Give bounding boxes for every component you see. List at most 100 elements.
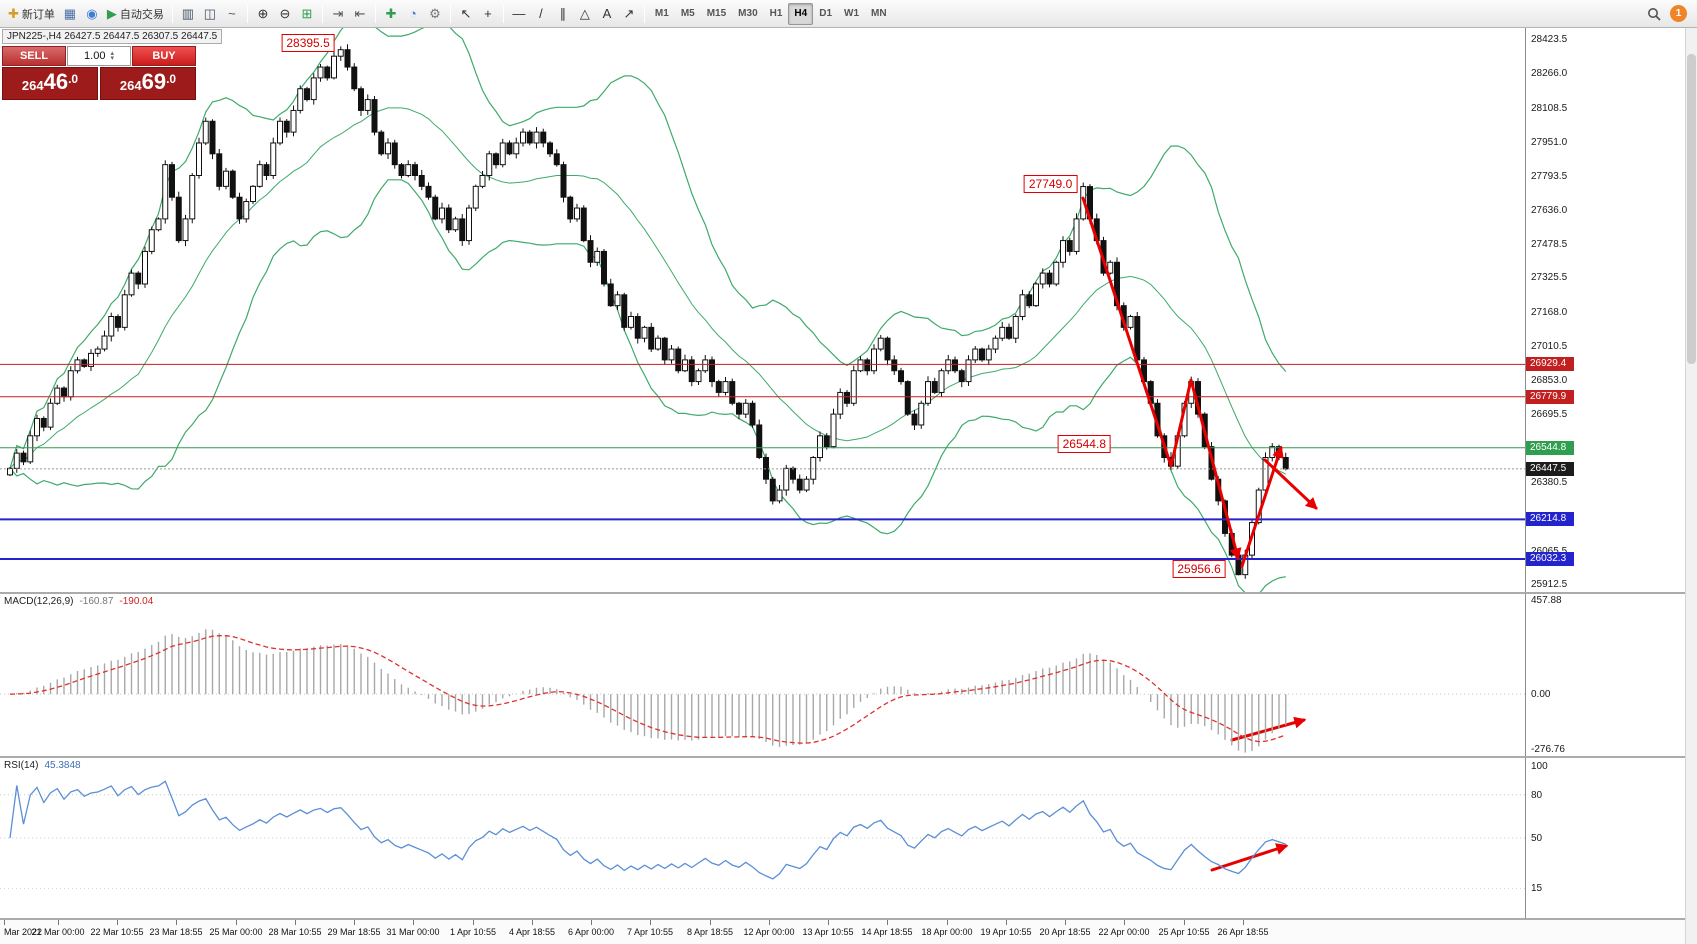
price-axis-label: 28108.5 — [1531, 102, 1568, 114]
time-axis-label: 25 Mar 00:00 — [209, 927, 263, 937]
channel-tool-button[interactable]: ∥ — [552, 3, 574, 25]
bar-chart-button[interactable]: ▥ — [177, 3, 199, 25]
periods-button[interactable]: ◔ — [402, 3, 424, 25]
print-button[interactable]: ▦ — [59, 3, 81, 25]
new-chart-icon: ✚ — [385, 6, 397, 21]
price-axis-label: 26853.0 — [1531, 374, 1568, 386]
price-level-tag: 26544.8 — [1526, 440, 1574, 455]
rsi-axis: 100 80 50 15 — [1525, 758, 1685, 918]
lot-size-value: 1.00 — [84, 50, 106, 62]
toolbar-separator — [449, 4, 451, 23]
pane-separator[interactable] — [0, 918, 1685, 920]
line-chart-button[interactable]: ~ — [221, 3, 243, 25]
cursor-icon: ↖ — [460, 6, 472, 21]
time-axis-tick — [1006, 920, 1007, 925]
lot-stepper[interactable]: ▴ ▾ — [110, 50, 114, 62]
buy-price[interactable]: 264 69.0 — [100, 67, 196, 100]
rsi-canvas — [0, 780, 1525, 889]
time-axis-label: 1 Apr 10:55 — [449, 927, 497, 937]
price-axis-label: 26065.5 — [1531, 546, 1567, 557]
time-axis-label: 13 Apr 10:55 — [802, 927, 854, 937]
time-axis-label: 20 Apr 18:55 — [1039, 927, 1091, 937]
rsi-axis-label: 50 — [1531, 833, 1543, 844]
timeframe-mn-button[interactable]: MN — [871, 8, 887, 19]
cursor-button[interactable]: ↖ — [455, 3, 477, 25]
price-level-tag: 26447.5 — [1526, 461, 1574, 476]
time-axis-tick — [413, 920, 414, 925]
time-axis-tick — [473, 920, 474, 925]
rsi-axis-label: 15 — [1531, 883, 1543, 895]
timeframe-m5-button[interactable]: M5 — [680, 8, 695, 19]
community-button[interactable]: ◉ — [81, 3, 103, 25]
price-axis-label: 27325.5 — [1531, 272, 1568, 284]
timeframe-m15-button[interactable]: M15 — [706, 8, 727, 19]
new-chart-button[interactable]: ✚ — [380, 3, 402, 25]
time-axis-label: 31 Mar 00:00 — [386, 927, 440, 937]
price-axis-label: 26380.5 — [1531, 477, 1568, 489]
arrow-tool-icon: ↗ — [623, 6, 635, 21]
price-level-tag: 26032.3 — [1526, 551, 1574, 566]
time-axis-tick — [1124, 920, 1125, 925]
search-icon[interactable] — [1647, 7, 1661, 21]
notifications-badge[interactable]: 1 — [1670, 5, 1687, 22]
timeframe-d1-button[interactable]: D1 — [819, 8, 833, 19]
lot-decrease-icon[interactable]: ▾ — [110, 55, 114, 62]
arrow-tool-button[interactable]: ↗ — [618, 3, 640, 25]
auto-scroll-button[interactable]: ⇥ — [327, 3, 349, 25]
timeframe-w1-button[interactable]: W1 — [844, 8, 860, 19]
price-axis-label: 27793.5 — [1531, 170, 1568, 182]
zoom-out-button[interactable]: ⊖ — [274, 3, 296, 25]
time-axis-tick — [58, 920, 59, 925]
templates-button[interactable]: ⚙ — [424, 3, 446, 25]
toolbar-separator — [643, 4, 645, 23]
candlestick-chart-button[interactable]: ◫ — [199, 3, 221, 25]
time-axis-label: 29 Mar 18:55 — [327, 927, 381, 937]
candlestick-chart-icon: ◫ — [203, 6, 217, 21]
pane-separator[interactable] — [0, 592, 1685, 594]
tile-windows-icon: ⊞ — [301, 6, 313, 21]
vertical-scrollbar[interactable] — [1685, 28, 1697, 944]
timeframe-m30-button[interactable]: M30 — [738, 8, 758, 19]
lot-size-field[interactable]: 1.00 ▴ ▾ — [67, 46, 131, 66]
time-axis-tick — [176, 920, 177, 925]
periods-icon: ◔ — [408, 6, 417, 21]
pane-separator[interactable] — [0, 756, 1685, 758]
macd-axis-label: 457.88 — [1531, 595, 1562, 606]
time-axis-label: 26 Apr 18:55 — [1217, 927, 1269, 937]
trade-panel-top-row: SELL 1.00 ▴ ▾ BUY — [2, 46, 196, 66]
hline-tool-button[interactable]: — — [508, 3, 530, 25]
price-axis-label: 28266.0 — [1531, 68, 1568, 80]
macd-histogram — [16, 629, 1287, 753]
macd-canvas — [0, 629, 1525, 753]
time-axis-tick — [1243, 920, 1244, 925]
timeframe-h4-button[interactable]: H4 — [788, 2, 814, 25]
rsi-pane[interactable]: RSI(14) 45.3848 100 80 50 15 — [0, 758, 1685, 918]
timeframe-h1-button[interactable]: H1 — [769, 8, 783, 19]
buy-button[interactable]: BUY — [132, 46, 196, 66]
time-axis-tick — [1065, 920, 1066, 925]
trendline-tool-button[interactable]: / — [530, 3, 552, 25]
text-tool-icon: A — [602, 6, 612, 21]
sell-button[interactable]: SELL — [2, 46, 66, 66]
macd-pane[interactable]: MACD(12,26,9) -160.87 -190.04 457.88 0.00… — [0, 594, 1685, 756]
time-axis-label: 12 Apr 00:00 — [743, 927, 795, 937]
chart-shift-button[interactable]: ⇤ — [349, 3, 371, 25]
time-axis-label: 14 Apr 18:55 — [861, 927, 913, 937]
text-tool-button[interactable]: A — [596, 3, 618, 25]
sell-price[interactable]: 264 46.0 — [2, 67, 98, 100]
timeframe-m1-button[interactable]: M1 — [654, 8, 669, 19]
channel-tool-icon: ∥ — [559, 6, 567, 21]
price-chart-pane[interactable]: 28395.5 27749.0 26544.8 25956.6 JPN225-,H4 … — [0, 28, 1685, 592]
crosshair-button[interactable]: + — [477, 3, 499, 25]
zoom-in-button[interactable]: ⊕ — [252, 3, 274, 25]
macd-label: MACD(12,26,9) -160.87 -190.04 — [4, 596, 153, 607]
time-axis-label: 28 Mar 10:55 — [268, 927, 322, 937]
scrollbar-thumb[interactable] — [1687, 54, 1696, 364]
tile-windows-button[interactable]: ⊞ — [296, 3, 318, 25]
new-order-button[interactable]: ✚ 新订单 — [4, 3, 59, 25]
time-axis[interactable]: Mar 2022 21 Mar 00:00 22 Mar 10:55 23 Mar 1… — [0, 920, 1685, 944]
lot-increase-icon[interactable]: ▴ — [110, 50, 114, 57]
shapes-tool-button[interactable]: △ — [574, 3, 596, 25]
autotrade-button[interactable]: ▶ 自动交易 — [103, 3, 168, 25]
time-axis-label: Mar 2022 — [4, 927, 43, 937]
